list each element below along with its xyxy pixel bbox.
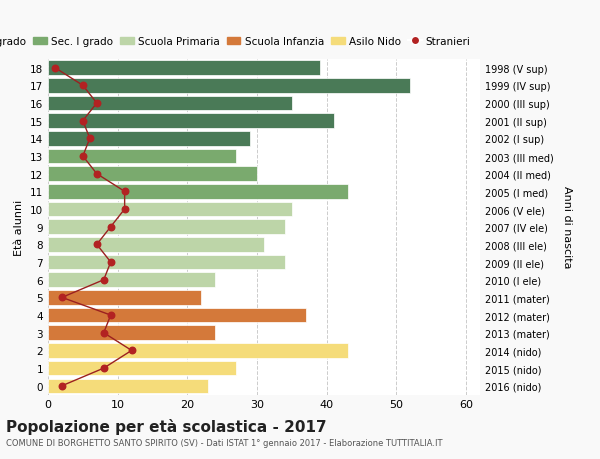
Bar	[48, 326, 215, 340]
Point	[78, 83, 88, 90]
Text: Popolazione per età scolastica - 2017: Popolazione per età scolastica - 2017	[6, 418, 326, 434]
Point	[78, 118, 88, 125]
Point	[120, 206, 130, 213]
Text: COMUNE DI BORGHETTO SANTO SPIRITO (SV) - Dati ISTAT 1° gennaio 2017 - Elaborazio: COMUNE DI BORGHETTO SANTO SPIRITO (SV) -…	[6, 438, 443, 448]
Bar	[48, 61, 320, 76]
Point	[57, 294, 67, 302]
Bar	[48, 185, 347, 199]
Bar	[48, 255, 285, 270]
Point	[57, 382, 67, 390]
Bar	[48, 361, 236, 375]
Y-axis label: Anni di nascita: Anni di nascita	[562, 186, 572, 269]
Y-axis label: Età alunni: Età alunni	[14, 199, 25, 255]
Bar	[48, 150, 236, 164]
Bar	[48, 273, 215, 287]
Bar	[48, 114, 334, 129]
Point	[92, 100, 101, 107]
Bar	[48, 96, 292, 111]
Point	[106, 259, 116, 266]
Point	[106, 224, 116, 231]
Point	[106, 312, 116, 319]
Point	[78, 153, 88, 160]
Bar	[48, 132, 250, 146]
Point	[99, 330, 109, 337]
Point	[127, 347, 136, 354]
Bar	[48, 202, 292, 217]
Bar	[48, 220, 285, 235]
Point	[99, 364, 109, 372]
Point	[92, 241, 101, 248]
Bar	[48, 379, 208, 393]
Point	[120, 188, 130, 196]
Bar	[48, 291, 201, 305]
Point	[50, 65, 60, 72]
Point	[92, 171, 101, 178]
Point	[85, 135, 95, 143]
Legend: Sec. II grado, Sec. I grado, Scuola Primaria, Scuola Infanzia, Asilo Nido, Stran: Sec. II grado, Sec. I grado, Scuola Prim…	[0, 33, 475, 51]
Bar	[48, 79, 410, 93]
Bar	[48, 238, 264, 252]
Bar	[48, 308, 306, 323]
Point	[99, 276, 109, 284]
Bar	[48, 167, 257, 181]
Bar	[48, 343, 347, 358]
